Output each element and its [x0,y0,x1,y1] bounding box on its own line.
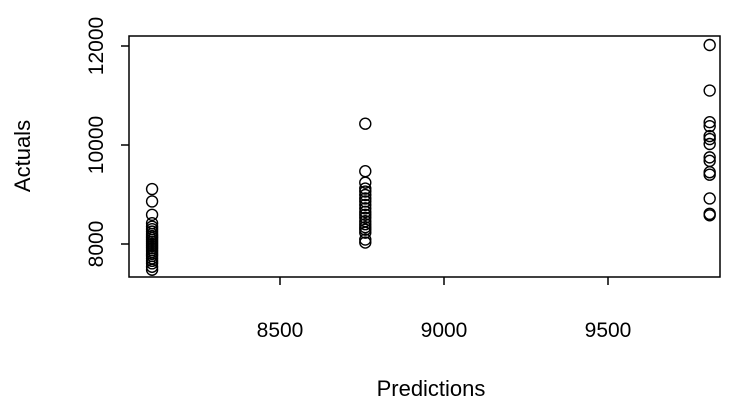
data-point [145,220,159,233]
data-points [145,38,716,276]
data-point [703,207,716,221]
x-axis-title: Predictions [377,376,486,401]
data-point [703,119,716,133]
data-point [359,233,372,246]
x-axis: 8500 9000 9500 [257,277,632,342]
y-tick-label: 12000 [85,17,108,75]
y-tick-label: 8000 [85,221,108,268]
data-point [703,132,716,146]
data-point [359,188,372,202]
data-point [145,217,159,230]
data-point [703,168,716,181]
data-point [359,165,372,178]
data-point [359,211,372,224]
data-point [703,129,716,143]
data-point [145,182,159,196]
plot-frame [128,35,721,278]
data-point [359,182,372,195]
data-point [359,236,372,249]
x-tick-label: 9500 [585,319,632,342]
y-axis: 8000 10000 12000 [85,17,129,268]
data-point [359,202,372,215]
data-point [359,192,372,205]
data-point [145,208,159,221]
data-point [359,198,372,212]
data-point [145,195,159,208]
data-point [703,137,716,151]
data-point [703,151,716,164]
y-tick-label: 10000 [85,116,108,174]
data-point [359,208,372,221]
data-point [703,84,716,97]
data-point [359,117,372,130]
data-point [703,116,716,129]
data-point [703,166,716,179]
data-point [359,217,372,231]
x-tick-label: 8500 [257,319,304,342]
x-tick-label: 9000 [421,319,468,342]
data-point [359,185,372,198]
data-point [359,215,372,228]
data-point [703,154,716,168]
data-point [359,220,372,234]
data-point [703,192,716,205]
y-axis-title: Actuals [10,120,35,192]
data-point [703,38,716,52]
data-point [359,195,372,208]
